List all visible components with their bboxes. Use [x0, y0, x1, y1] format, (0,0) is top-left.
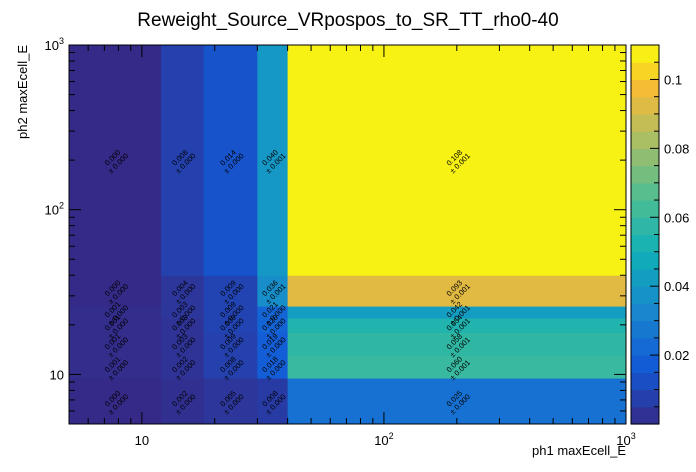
heatmap-cell	[287, 318, 627, 333]
colorbar-segment	[631, 251, 659, 270]
colorbar-segment	[631, 303, 659, 322]
heatmap-cell	[203, 45, 258, 276]
heatmap-cell	[69, 378, 162, 425]
heatmap-cell	[257, 45, 289, 276]
heatmap-cell	[287, 275, 627, 307]
colorbar-tick-label: 0.08	[664, 141, 689, 156]
y-tick-label: 103	[45, 36, 64, 53]
heatmap-cell	[161, 275, 205, 307]
heatmap-cell	[257, 306, 289, 319]
heatmap-cell	[203, 355, 258, 379]
heatmap-cell	[287, 378, 627, 425]
colorbar-segment	[631, 96, 659, 115]
heatmap-cell	[287, 45, 627, 276]
colorbar-segment	[631, 406, 659, 425]
heatmap-cell	[257, 355, 289, 379]
heatmap-cell	[287, 306, 627, 319]
heatmap-cell	[257, 378, 289, 425]
colorbar-segment	[631, 337, 659, 356]
colorbar-segment	[631, 320, 659, 339]
heatmap-cell	[69, 318, 162, 333]
colorbar-tick-label: 0.04	[664, 279, 689, 294]
colorbar-segment	[631, 268, 659, 287]
x-tick-label: 102	[374, 431, 393, 448]
heatmap-cell	[69, 45, 162, 276]
colorbar-segment	[631, 148, 659, 167]
heatmap-cell	[161, 355, 205, 379]
colorbar-tick-label: 0.1	[664, 72, 682, 87]
colorbar-segment	[631, 234, 659, 253]
heatmap-cell	[257, 318, 289, 333]
colorbar-segment	[631, 372, 659, 391]
colorbar-segment	[631, 131, 659, 149]
colorbar-segment	[631, 165, 659, 184]
x-axis-label: ph1 maxEcell_E	[532, 443, 626, 458]
colorbar-segment	[631, 389, 659, 408]
heatmap-cell	[161, 45, 205, 276]
colorbar-segment	[631, 286, 659, 305]
heatmap-cell	[69, 332, 162, 357]
colorbar-segment	[631, 182, 659, 201]
heatmap-cell	[203, 275, 258, 307]
heatmap-cell	[287, 355, 627, 379]
colorbar-segment	[631, 79, 659, 98]
x-tick-label: 10	[135, 433, 149, 448]
y-tick-label: 102	[45, 201, 64, 218]
heatmap-cell	[161, 306, 205, 319]
heatmap-cell	[69, 306, 162, 319]
colorbar-segment	[631, 355, 659, 373]
heatmap-cell	[161, 318, 205, 333]
heatmap-cell	[203, 332, 258, 357]
colorbar-tick-label: 0.06	[664, 210, 689, 225]
heatmap-cell	[203, 378, 258, 425]
chart-title: Reweight_Source_VRpospos_to_SR_TT_rho0-4…	[137, 10, 558, 31]
y-tick-label: 10	[50, 367, 64, 382]
heatmap-cell	[203, 318, 258, 333]
heatmap-cell	[287, 332, 627, 357]
colorbar-segment	[631, 45, 659, 63]
heatmap-cell	[257, 275, 289, 307]
heatmap-cell	[257, 332, 289, 357]
colorbar-segment	[631, 200, 659, 218]
heatmap-cell	[69, 275, 162, 307]
heatmap-cells	[69, 45, 627, 425]
y-axis-label: ph2 maxEcell_E	[15, 45, 30, 139]
heatmap-cell	[161, 332, 205, 357]
heatmap-cell	[161, 378, 205, 425]
plot-frame	[68, 44, 627, 425]
colorbar-segment	[631, 113, 659, 132]
heatmap-cell	[203, 306, 258, 319]
colorbar: 0.02 0.04 0.06 0.08 0.1	[630, 44, 689, 425]
colorbar-segment	[631, 62, 659, 81]
colorbar-segment	[631, 217, 659, 236]
colorbar-tick-label: 0.02	[664, 348, 689, 363]
heatmap-cell	[69, 355, 162, 379]
